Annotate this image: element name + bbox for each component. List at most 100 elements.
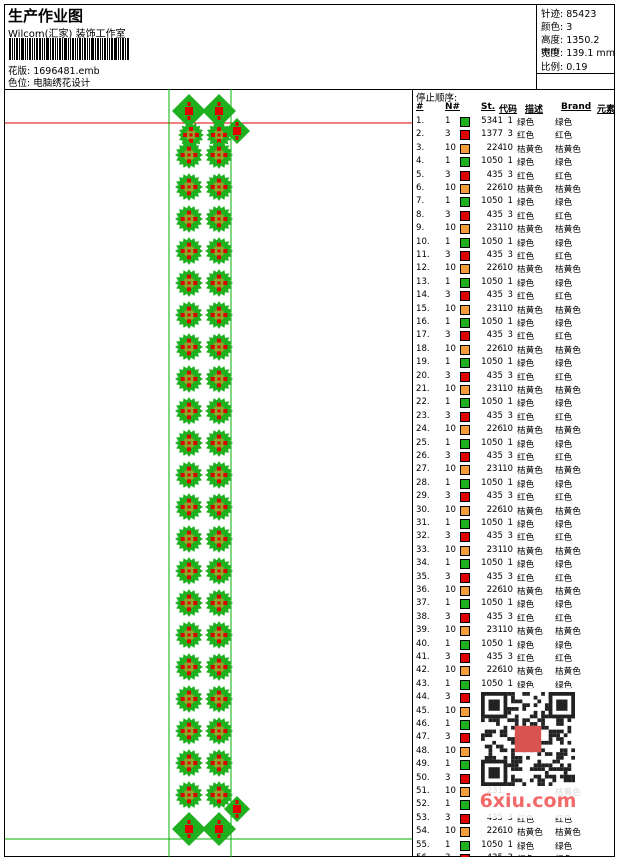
needle-number: 1 (445, 156, 451, 167)
red-accent (193, 409, 198, 413)
stop-number: 13. (416, 276, 430, 287)
qr-module (518, 755, 523, 760)
column-header-index: # (416, 102, 424, 112)
qr-module (488, 744, 493, 749)
qr-module (511, 752, 515, 756)
red-accent (217, 306, 221, 311)
table-row: 48. 10 (413, 746, 615, 759)
qr-module (492, 729, 497, 734)
table-row: 10. 1 1050 1 绿色 绿色 (413, 237, 615, 250)
qr-module (563, 767, 568, 771)
stitch-count: 226 (486, 183, 503, 193)
color-code: 1 (507, 276, 513, 287)
qr-module (514, 759, 519, 764)
needle-number: 10 (445, 263, 456, 274)
red-accent (217, 626, 221, 631)
red-accent (187, 441, 191, 445)
stop-number: 24. (416, 424, 430, 435)
color-description: 绿色 (517, 158, 535, 169)
red-accent (217, 338, 221, 343)
stop-number: 42. (416, 665, 430, 676)
red-accent (187, 511, 191, 516)
red-accent (180, 441, 185, 445)
color-swatch (460, 251, 470, 261)
qr-module (492, 755, 497, 760)
color-swatch (460, 706, 470, 717)
header: 生产作业图 Wilcom(汇家) 装饰工作室 花版: 1696481.emb 色… (5, 5, 537, 89)
color-swatch (460, 304, 470, 315)
color-code: 3 (507, 652, 513, 662)
qr-module (556, 737, 560, 741)
red-accent (217, 377, 221, 381)
color-swatch (460, 371, 470, 382)
table-row: 34. 1 1050 1 绿色 绿色 (413, 558, 615, 571)
qr-module (559, 737, 564, 741)
qr-module (518, 778, 523, 783)
red-accent (180, 569, 185, 573)
qr-module (541, 725, 545, 730)
stop-number: 44. (416, 692, 430, 703)
needle-number: 10 (445, 625, 456, 636)
red-accent (180, 377, 185, 381)
red-accent (187, 729, 191, 733)
stop-number: 19. (416, 357, 430, 368)
red-accent (217, 601, 221, 605)
brand-color: 绿色 (555, 520, 573, 530)
needle-number: 10 (445, 745, 456, 756)
stop-number: 53. (416, 812, 430, 823)
color-description: 桔黄色 (517, 587, 543, 597)
qr-module (507, 707, 512, 711)
table-row: 35. 3 435 3 红色 红色 (413, 572, 615, 585)
qr-finder (556, 699, 568, 711)
stop-number: 56. (416, 853, 430, 857)
stop-number: 22. (416, 397, 430, 408)
red-accent (185, 107, 193, 115)
red-accent (217, 754, 221, 759)
stitch-count: 231 (486, 625, 503, 636)
table-row: 50. 3 (413, 773, 615, 786)
stitch-count: 435 (475, 853, 503, 857)
qr-module (514, 707, 519, 711)
red-accent (210, 185, 215, 189)
qr-module (511, 748, 515, 753)
red-accent (187, 607, 191, 612)
stitch-count: 1050 (481, 678, 503, 689)
red-accent (217, 402, 221, 407)
color-code: 10 (502, 625, 513, 636)
qr-module (488, 718, 493, 723)
color-code: 10 (502, 826, 513, 837)
red-accent (187, 377, 191, 381)
stop-number: 55. (416, 839, 430, 850)
red-accent (217, 575, 221, 580)
color-swatch (460, 666, 470, 677)
qr-module (514, 699, 519, 704)
table-row: 20. 3 435 3 红色 红色 (413, 371, 615, 384)
brand-color: 桔黄色 (555, 144, 581, 155)
needle-number: 10 (445, 183, 456, 193)
qr-module (541, 748, 545, 753)
red-accent (187, 178, 191, 183)
color-description: 红色 (517, 533, 535, 544)
red-accent (187, 274, 191, 279)
table-row: 18. 10 226 10 桔黄色 桔黄色 (413, 344, 615, 357)
red-accent (210, 249, 215, 253)
qr-module (511, 692, 515, 696)
color-description: 桔黄色 (517, 466, 543, 477)
work-sheet: 生产作业图 Wilcom(汇家) 装饰工作室 花版: 1696481.emb 色… (4, 4, 615, 857)
red-accent (180, 313, 185, 317)
color-code: 10 (502, 343, 513, 354)
needle-number: 3 (445, 129, 451, 140)
qr-module (518, 699, 523, 704)
qr-module (488, 752, 493, 756)
qr-module (507, 782, 512, 786)
red-accent (210, 665, 215, 669)
color-swatch (460, 760, 470, 771)
needle-number: 10 (445, 223, 456, 234)
stitch-count: 231 (486, 384, 503, 394)
needle-number: 1 (445, 477, 451, 488)
color-swatch (460, 572, 470, 583)
color-description: 桔黄色 (517, 345, 543, 356)
red-accent (193, 697, 198, 701)
red-accent (210, 729, 215, 733)
color-swatch (460, 653, 470, 663)
